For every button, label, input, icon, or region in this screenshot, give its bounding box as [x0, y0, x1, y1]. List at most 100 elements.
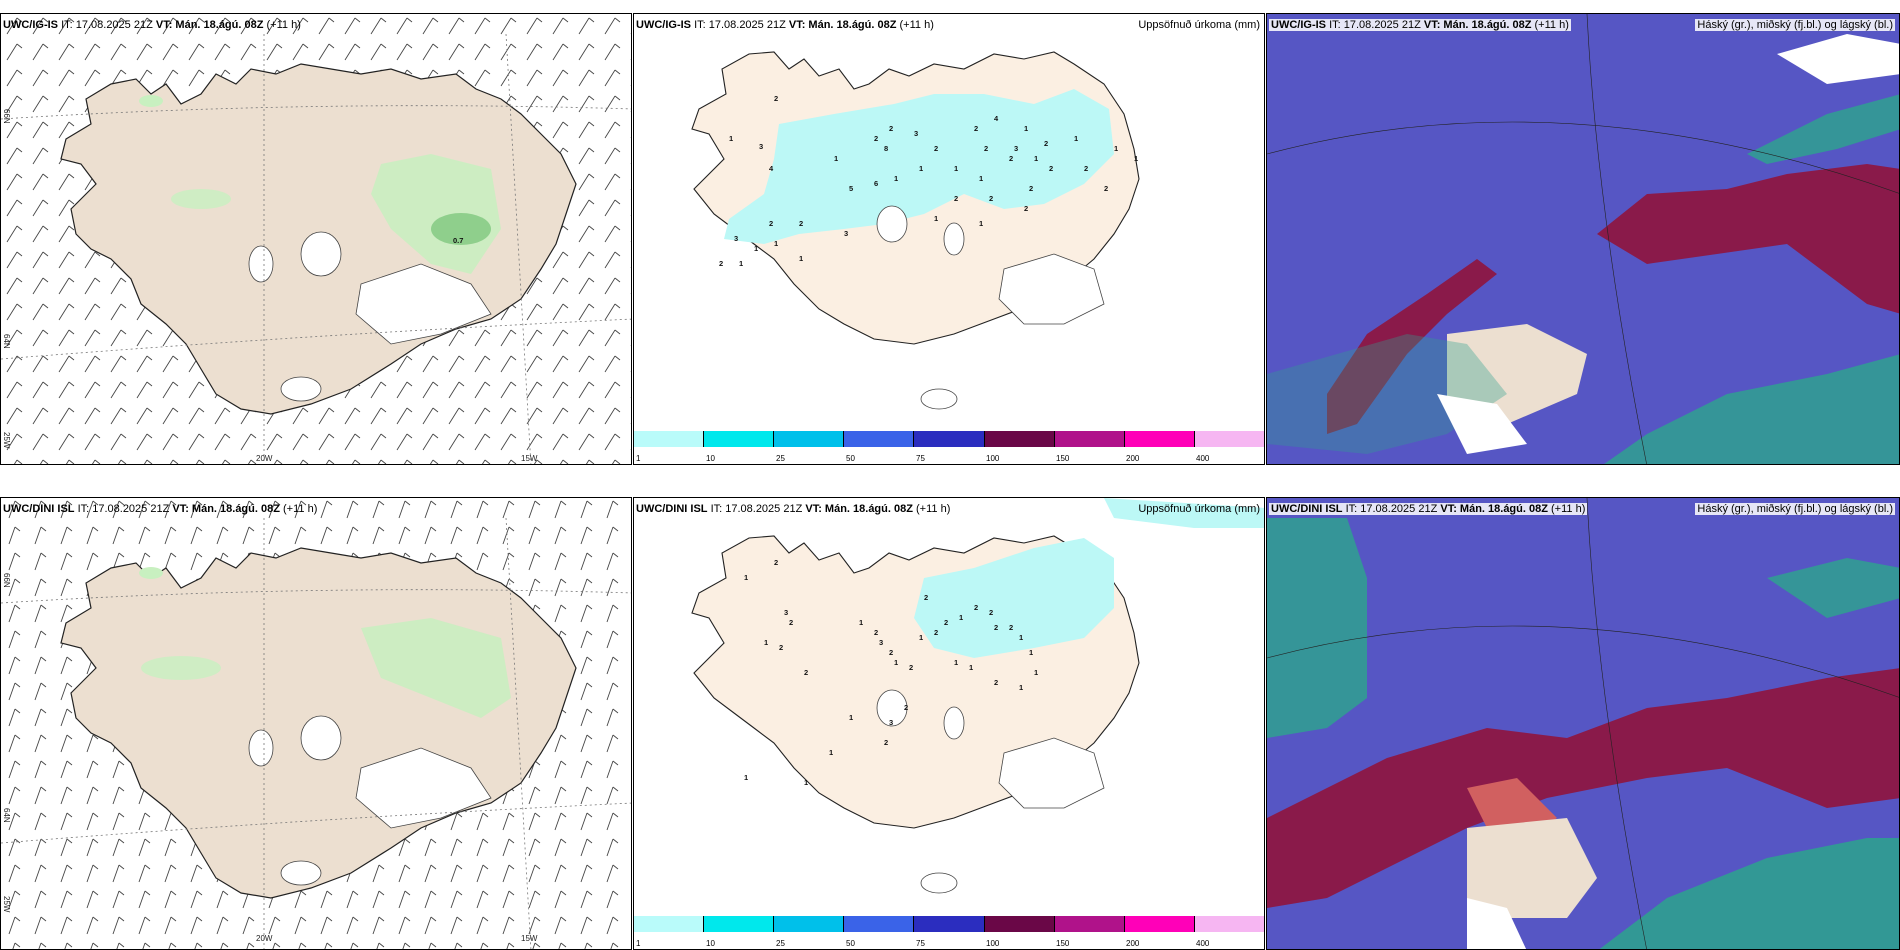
precip-value-label: 3 [1014, 144, 1019, 153]
precip-value-label: 2 [974, 603, 979, 612]
legend-swatch [1054, 431, 1125, 447]
legend-label: 200 [1126, 939, 1140, 948]
lon-label-25: 25W [2, 432, 11, 449]
legend-swatch [1194, 916, 1264, 932]
wind-map-1 [1, 14, 631, 464]
precip-value-label: 1 [894, 174, 899, 183]
panel-title: UWC/DINI ISL IT: 17.08.2025 21Z VT: Mán.… [3, 503, 318, 515]
wind-map-2 [1, 498, 631, 949]
lon-label-15: 15W [521, 934, 538, 943]
cloud-map-panel-1: UWC/IG-IS IT: 17.08.2025 21Z VT: Mán. 18… [1266, 13, 1900, 465]
precip-value-label: 1 [1134, 154, 1139, 163]
legend-swatch [774, 916, 845, 932]
precip-value-label: 2 [874, 134, 879, 143]
precip-value-label: 2 [1009, 154, 1014, 163]
legend-swatch [1054, 916, 1125, 932]
wind-map-panel-1: UWC/IG-IS IT: 17.08.2025 21Z VT: Mán. 18… [0, 13, 632, 465]
precip-value-label: 1 [829, 748, 834, 757]
legend-label: 150 [1056, 939, 1070, 948]
panel-title: UWC/DINI ISL IT: 17.08.2025 21Z VT: Mán.… [636, 503, 951, 515]
precip-value-label: 5 [849, 184, 854, 193]
precip-value-label: 1 [744, 573, 749, 582]
precip-value-label: 2 [884, 738, 889, 747]
panel-title: UWC/IG-IS IT: 17.08.2025 21Z VT: Mán. 18… [1269, 19, 1571, 31]
precip-value-label: 2 [769, 219, 774, 228]
precip-value-label: 2 [909, 663, 914, 672]
legend-swatch [1124, 431, 1195, 447]
precip-value-label: 1 [1074, 134, 1079, 143]
precip-value-label: 1 [954, 164, 959, 173]
precip-map-1 [691, 51, 1140, 410]
precip-value-label: 1 [849, 713, 854, 722]
legend-label: 100 [986, 939, 1000, 948]
legend-label: 1 [636, 939, 641, 948]
lon-label-20: 20W [256, 934, 273, 943]
wind-max-label: 0.7 [453, 236, 464, 245]
precip-value-label: 4 [769, 164, 774, 173]
precip-value-label: 3 [734, 234, 739, 243]
precip-value-label: 2 [789, 618, 794, 627]
precip-value-label: 1 [834, 154, 839, 163]
precip-map-panel-1: UWC/IG-IS IT: 17.08.2025 21Z VT: Mán. 18… [633, 13, 1265, 465]
lat-label-64: 64N [2, 808, 11, 823]
legend-swatch [984, 431, 1055, 447]
precip-value-label: 3 [844, 229, 849, 238]
legend-swatch [1124, 916, 1195, 932]
precip-value-label: 1 [729, 134, 734, 143]
precip-value-label: 2 [934, 144, 939, 153]
legend-label: 400 [1196, 939, 1210, 948]
precip-map-panel-2: UWC/DINI ISL IT: 17.08.2025 21Z VT: Mán.… [633, 497, 1265, 950]
precip-value-label: 1 [774, 239, 779, 248]
precip-title: Uppsöfnuð úrkoma (mm) [1138, 19, 1260, 31]
precip-value-label: 2 [974, 124, 979, 133]
precip-value-label: 1 [934, 214, 939, 223]
cloud-title: Háský (gr.), miðský (fj.bl.) og lágský (… [1695, 19, 1895, 31]
precip-value-label: 3 [759, 142, 764, 151]
precip-value-label: 3 [889, 718, 894, 727]
legend-label: 50 [846, 454, 855, 463]
precip-value-label: 6 [874, 179, 879, 188]
legend-swatch [844, 916, 915, 932]
precip-value-label: 2 [1024, 204, 1029, 213]
precip-value-label: 1 [1114, 144, 1119, 153]
legend-label: 100 [986, 454, 1000, 463]
precip-value-label: 2 [954, 194, 959, 203]
legend-swatch [634, 916, 705, 932]
precip-legend-2 [634, 916, 1264, 936]
precip-value-label: 2 [774, 94, 779, 103]
precip-value-label: 2 [719, 259, 724, 268]
precip-value-label: 1 [1034, 154, 1039, 163]
precip-value-label: 2 [1029, 184, 1034, 193]
precip-value-label: 1 [979, 219, 984, 228]
precip-value-label: 1 [859, 618, 864, 627]
precip-value-label: 1 [754, 244, 759, 253]
precip-value-label: 2 [874, 628, 879, 637]
legend-label: 150 [1056, 454, 1070, 463]
precip-value-label: 3 [914, 129, 919, 138]
legend-swatch [844, 431, 915, 447]
precip-value-label: 2 [1049, 164, 1054, 173]
precip-value-label: 2 [934, 628, 939, 637]
precip-value-label: 2 [799, 219, 804, 228]
precip-value-label: 2 [994, 623, 999, 632]
precip-value-label: 1 [764, 638, 769, 647]
legend-swatch [914, 431, 985, 447]
lat-label-66: 66N [2, 573, 11, 588]
precip-value-label: 1 [979, 174, 984, 183]
precip-title: Uppsöfnuð úrkoma (mm) [1138, 503, 1260, 515]
precip-value-label: 1 [799, 254, 804, 263]
legend-label: 50 [846, 939, 855, 948]
cloud-map-2 [1267, 498, 1899, 949]
legend-label: 75 [916, 454, 925, 463]
precip-value-label: 2 [989, 608, 994, 617]
precip-legend-labels-1: 1 10 25 50 75 100 150 200 400 [634, 454, 1264, 464]
precip-value-label: 2 [989, 194, 994, 203]
precip-value-label: 1 [739, 259, 744, 268]
lon-label-25: 25W [2, 896, 11, 913]
precip-value-label: 2 [1084, 164, 1089, 173]
legend-label: 10 [706, 939, 715, 948]
precip-value-label: 1 [1024, 124, 1029, 133]
legend-swatch [704, 916, 775, 932]
precip-legend-1 [634, 431, 1264, 451]
precip-value-label: 3 [879, 638, 884, 647]
